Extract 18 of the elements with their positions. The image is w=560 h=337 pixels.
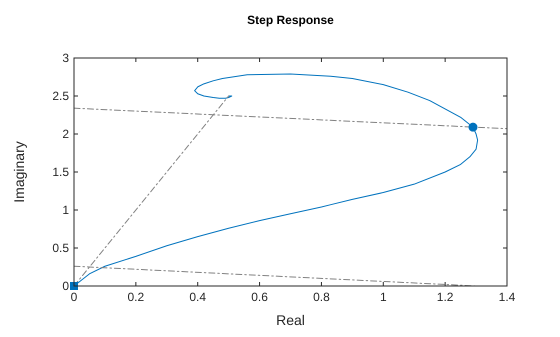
x-tick-label: 1 — [380, 290, 387, 304]
x-tick-label: 1.4 — [498, 290, 516, 304]
y-tick-label: 3 — [62, 51, 70, 65]
x-tick-label: 0.2 — [128, 290, 145, 304]
x-tick-label: 0 — [70, 290, 78, 304]
y-axis-title: Imaginary — [11, 141, 27, 203]
x-tick-label: 1.2 — [436, 290, 454, 304]
y-tick-label: 1.5 — [52, 165, 70, 179]
y-tick-label: 2 — [62, 127, 70, 141]
y-tick-label: 0 — [62, 279, 70, 293]
x-tick-label: 0.4 — [189, 290, 206, 304]
y-tick-label: 2.5 — [52, 89, 70, 103]
y-tick-label: 1 — [62, 203, 70, 217]
x-axis-title: Real — [276, 312, 305, 328]
x-tick-label: 0.6 — [251, 290, 268, 304]
chart-title: Step Response — [247, 13, 334, 27]
x-tick-label: 0.8 — [313, 290, 330, 304]
y-tick-label: 0.5 — [52, 241, 70, 255]
